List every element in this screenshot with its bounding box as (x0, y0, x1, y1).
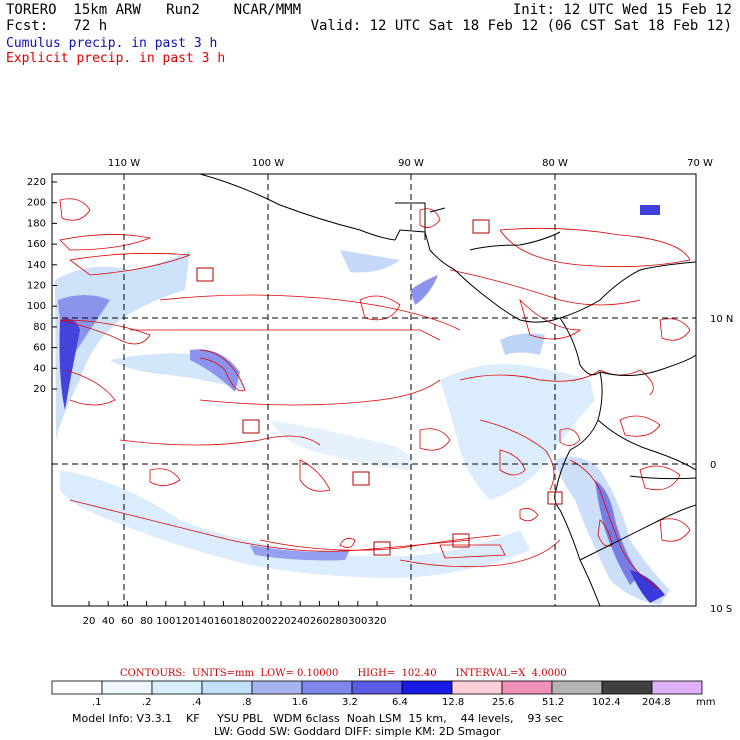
model-info-line1: Model Info: V3.3.1 KF YSU PBL WDM 6class… (72, 712, 564, 725)
lon-label: 100 W (252, 158, 284, 169)
legend-explicit: Explicit precip. in past 3 h (6, 51, 226, 66)
x-tick-label: 120 (175, 616, 194, 627)
explicit-contours (59, 198, 691, 591)
init-time: Init: 12 UTC Wed 15 Feb 12 (512, 2, 732, 18)
y-tick-label: 160 (27, 239, 46, 250)
y-tick-label: 60 (33, 343, 46, 354)
x-tick-label: 80 (140, 616, 153, 627)
colorbar-level: .8 (242, 697, 252, 708)
colorbar-level: 1.6 (292, 697, 308, 708)
colorbar-cell (501, 680, 553, 695)
colorbar-cell (351, 680, 403, 695)
colorbar-level: 51.2 (542, 697, 565, 708)
cumulus-fields (55, 205, 670, 605)
colorbar-level: 6.4 (392, 697, 408, 708)
y-tick-label: 100 (27, 301, 46, 312)
x-tick-label: 40 (102, 616, 115, 627)
lat-label: 10 N (710, 314, 733, 325)
colorbar-cell (51, 680, 103, 695)
x-tick-label: 200 (252, 616, 271, 627)
colorbar-cell (601, 680, 653, 695)
x-tick-label: 60 (121, 616, 134, 627)
colorbar-cell (401, 680, 453, 695)
x-tick-label: 280 (329, 616, 348, 627)
lon-label: 90 W (398, 158, 424, 169)
colorbar-level: .4 (192, 697, 202, 708)
colorbar-level: 204.8 (642, 697, 671, 708)
map-frame (51, 173, 697, 607)
y-tick-label: 80 (33, 322, 46, 333)
y-tick-label: 200 (27, 198, 46, 209)
colorbar-cell (251, 680, 303, 695)
colorbar-cell (201, 680, 253, 695)
colorbar-level: .1 (92, 697, 102, 708)
colorbar-cell (101, 680, 153, 695)
colorbar-level: 3.2 (342, 697, 358, 708)
colorbar-level: .2 (142, 697, 152, 708)
x-tick-label: 160 (214, 616, 233, 627)
colorbar-unit: mm (696, 697, 716, 708)
x-tick-label: 20 (83, 616, 96, 627)
colorbar-cell (651, 680, 703, 695)
contour-info: CONTOURS: UNITS=mm LOW= 0.10000 HIGH= 10… (120, 668, 567, 679)
x-tick-label: 220 (271, 616, 290, 627)
x-tick-label: 300 (348, 616, 367, 627)
colorbar-cell (551, 680, 603, 695)
lon-label: 110 W (108, 158, 140, 169)
map-content (52, 174, 696, 606)
colorbar (51, 680, 703, 695)
lat-label: 0 (710, 460, 716, 471)
lat-label: 10 S (710, 604, 732, 615)
lon-label: 70 W (687, 158, 713, 169)
colorbar-level: 102.4 (592, 697, 621, 708)
legend-cumulus: Cumulus precip. in past 3 h (6, 36, 218, 51)
colorbar-cell (301, 680, 353, 695)
colorbar-cell (151, 680, 203, 695)
x-tick-label: 100 (156, 616, 175, 627)
coastlines (199, 174, 696, 606)
colorbar-level: 12.8 (442, 697, 465, 708)
model-info-line2: LW: Godd SW: Goddard DIFF: simple KM: 2D… (214, 725, 501, 738)
y-tick-label: 220 (27, 177, 46, 188)
valid-time: Valid: 12 UTC Sat 18 Feb 12 (06 CST Sat … (310, 18, 732, 34)
model-title: TORERO 15km ARW Run2 NCAR/MMM (6, 2, 302, 18)
forecast-hour: Fcst: 72 h (6, 18, 108, 34)
colorbar-cell (451, 680, 503, 695)
graticule (52, 174, 696, 606)
x-tick-label: 240 (291, 616, 310, 627)
x-tick-label: 140 (195, 616, 214, 627)
x-tick-label: 180 (233, 616, 252, 627)
station-boxes (196, 219, 563, 556)
lon-label: 80 W (542, 158, 568, 169)
x-tick-label: 320 (367, 616, 386, 627)
y-tick-label: 20 (33, 384, 46, 395)
y-axis-ticks: 220 200 180 160 140 120 100 80 60 40 20 (27, 177, 57, 395)
y-tick-label: 120 (27, 281, 46, 292)
x-tick-label: 260 (310, 616, 329, 627)
y-tick-label: 40 (33, 363, 46, 374)
colorbar-level: 25.6 (492, 697, 515, 708)
x-axis-ticks: 20 40 60 80 100 120 140 160 180 200 220 240 260 280 30… (83, 601, 387, 627)
y-tick-label: 180 (27, 218, 46, 229)
y-tick-label: 140 (27, 260, 46, 271)
